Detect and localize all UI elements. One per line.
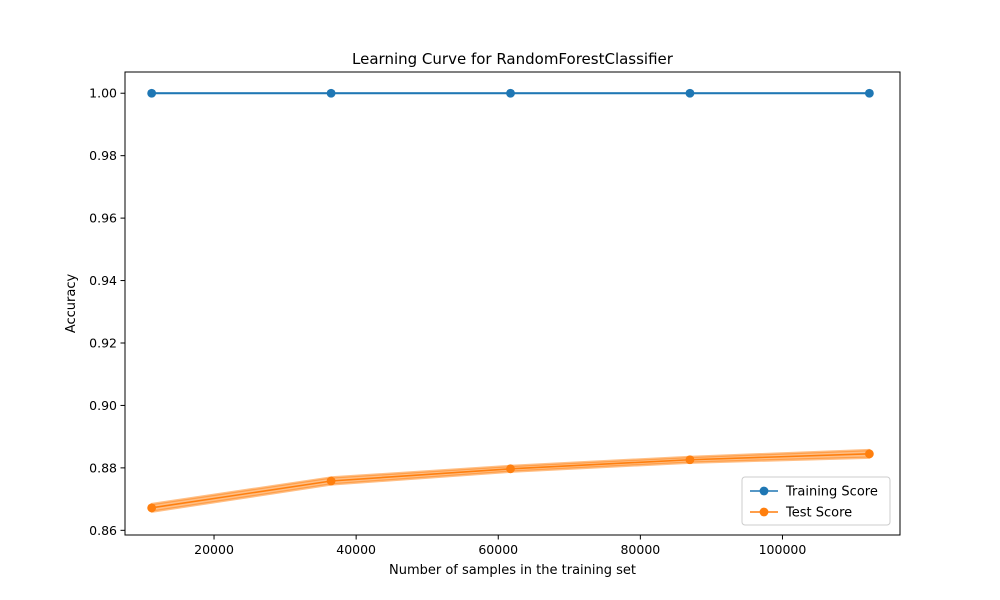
- training-score-point: [326, 88, 336, 98]
- legend-box: [741, 476, 891, 526]
- legend-marker-training-score: [759, 486, 769, 496]
- training-score-point: [864, 88, 874, 98]
- test-score-point: [326, 476, 336, 486]
- x-axis-ticks: 20000 40000 60000 80000 100000: [194, 535, 806, 557]
- y-tick-label: 0.98: [89, 148, 117, 163]
- y-axis-label: Accuracy: [64, 274, 79, 334]
- x-tick-label: 100000: [759, 542, 807, 557]
- y-tick-label: 0.86: [89, 523, 117, 538]
- legend-marker-test-score: [759, 507, 769, 517]
- test-score-point: [685, 455, 695, 465]
- y-axis-ticks: 0.86 0.88 0.90 0.92 0.94 0.96 0.98 1.00: [89, 86, 125, 538]
- training-score-point: [147, 88, 157, 98]
- y-tick-label: 0.88: [89, 460, 117, 475]
- x-tick-label: 80000: [620, 542, 660, 557]
- x-tick-label: 40000: [336, 542, 376, 557]
- y-tick-label: 0.90: [89, 398, 117, 413]
- y-tick-label: 0.94: [89, 273, 117, 288]
- chart-title: Learning Curve for RandomForestClassifie…: [352, 50, 674, 68]
- test-score-point: [506, 464, 515, 474]
- y-tick-label: 0.96: [89, 211, 117, 226]
- x-tick-label: 60000: [478, 542, 518, 557]
- y-tick-label: 1.00: [89, 86, 117, 101]
- legend: Training Score Test Score: [741, 476, 891, 526]
- test-score-point: [864, 449, 874, 459]
- test-score-point: [147, 503, 157, 513]
- y-tick-label: 0.92: [89, 335, 117, 350]
- x-tick-label: 20000: [194, 542, 234, 557]
- legend-label-training-score: Training Score: [785, 485, 878, 500]
- legend-label-test-score: Test Score: [785, 506, 852, 521]
- series-markers: [147, 88, 874, 513]
- plot-frame: [124, 71, 901, 536]
- training-score-point: [506, 88, 515, 98]
- x-axis-label: Number of samples in the training set: [389, 563, 636, 578]
- training-score-point: [685, 88, 695, 98]
